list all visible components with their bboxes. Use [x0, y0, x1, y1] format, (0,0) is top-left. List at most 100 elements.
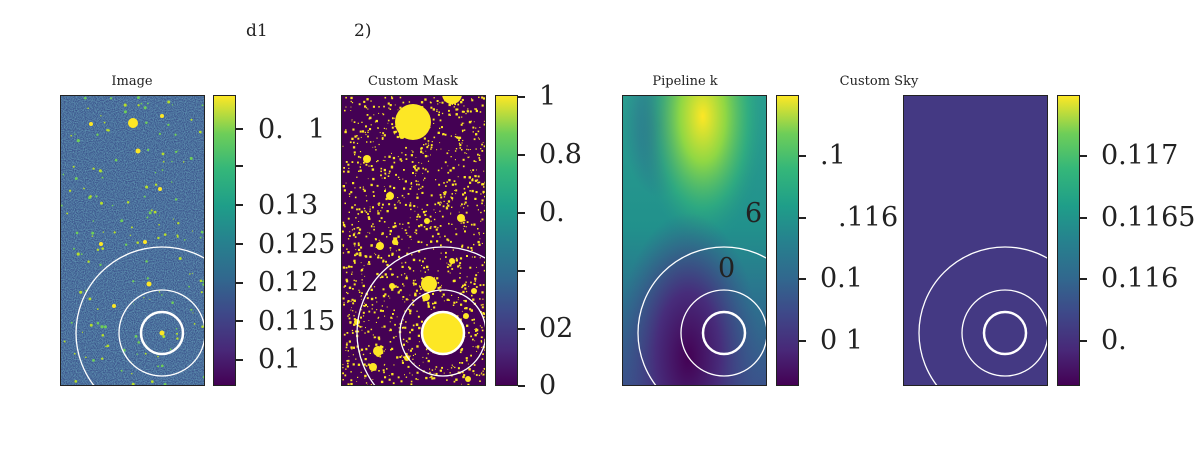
mask-speckle: [345, 129, 347, 131]
mask-speckle: [437, 270, 439, 272]
mask-speckle: [448, 103, 451, 107]
mask-speckle: [428, 160, 430, 162]
image-cbar-tickmark: [236, 282, 243, 284]
mask-speckle: [439, 225, 442, 227]
image-star: [106, 344, 110, 348]
mask-speckle: [346, 360, 349, 362]
image-star: [132, 280, 135, 283]
mask-speckle: [394, 323, 396, 326]
mask-speckle: [374, 121, 376, 123]
image-star: [175, 327, 178, 330]
mask-speckle: [453, 262, 455, 264]
image-star: [167, 100, 171, 104]
mask-speckle: [360, 163, 362, 165]
mask-speckle: [411, 374, 413, 376]
mask-speckle: [415, 229, 418, 232]
mask-speckle: [420, 187, 422, 189]
mask-speckle: [440, 202, 442, 204]
mask-speckle: [437, 201, 440, 205]
mask-speckle: [354, 196, 357, 199]
sky-cbar-tick-label: 0.117: [1101, 140, 1179, 171]
mask-speckle: [423, 266, 426, 269]
mask-speckle: [392, 336, 395, 339]
mask-speckle: [362, 186, 364, 188]
mask-cbar-tickmark: [518, 328, 525, 330]
mask-speckle: [401, 355, 403, 357]
image-star: [83, 96, 87, 100]
mask-speckle: [347, 301, 349, 303]
mask-speckle: [389, 230, 391, 232]
image-star: [113, 231, 116, 234]
mask-speckle: [425, 228, 428, 231]
mask-central-source: [422, 312, 464, 354]
mask-speckle: [386, 210, 389, 213]
mask-speckle: [447, 270, 450, 273]
image-star: [167, 123, 170, 127]
image-star: [202, 283, 204, 286]
mask-speckle: [447, 263, 450, 266]
mask-speckle: [483, 123, 485, 126]
mask-speckle: [468, 120, 472, 124]
mask-speckle: [355, 249, 357, 251]
mask-speckle: [447, 239, 450, 242]
image-star: [63, 340, 66, 343]
mask-speckle: [370, 328, 373, 331]
mask-speckle: [395, 237, 398, 240]
mask-speckle: [364, 131, 366, 134]
mask-speckle: [418, 259, 421, 262]
mask-speckle: [477, 181, 479, 184]
mask-speckle: [378, 143, 380, 146]
mask-speckle: [416, 345, 419, 348]
mask-cbar-tick-label: 0.: [539, 197, 565, 228]
mask-speckle: [397, 376, 400, 379]
mask-speckle: [475, 191, 478, 194]
mask-speckle: [482, 142, 484, 143]
mask-speckle: [458, 116, 461, 119]
mask-speckle: [437, 282, 440, 284]
mask-speckle: [470, 335, 472, 338]
mask-speckle: [474, 175, 475, 177]
mask-speckle: [389, 233, 391, 235]
mask-speckle: [422, 356, 424, 358]
mask-speckle: [460, 205, 462, 207]
mask-speckle: [417, 180, 419, 182]
image-star: [183, 239, 186, 241]
mask-speckle: [381, 233, 383, 236]
mask-speckle: [372, 105, 375, 108]
mask-cbar-tick-label: 0: [539, 370, 557, 401]
mask-speckle: [367, 216, 370, 219]
mask-speckle: [347, 170, 350, 173]
mask-speckle: [367, 363, 370, 366]
mask-speckle: [433, 209, 435, 211]
mask-speckle: [466, 145, 468, 147]
mask-speckle: [376, 309, 378, 311]
mask-speckle: [464, 299, 467, 303]
mask-speckle: [462, 158, 465, 161]
image-star: [62, 173, 65, 176]
mask-speckle: [448, 179, 451, 182]
mask-speckle: [453, 180, 456, 183]
mask-speckle: [363, 189, 366, 192]
mask-speckle: [350, 110, 352, 111]
image-star: [89, 323, 93, 327]
mask-speckle: [417, 213, 420, 216]
mask-cbar-tickmark: [518, 385, 525, 387]
mask-speckle: [481, 199, 484, 202]
image-star: [176, 337, 179, 340]
mask-speckle: [401, 361, 404, 364]
mask-speckle: [450, 212, 452, 214]
image-star: [200, 291, 203, 294]
mask-speckle: [446, 152, 449, 155]
mask-speckle: [430, 194, 433, 197]
mask-speckle: [477, 240, 480, 244]
mask-speckle: [467, 363, 469, 365]
mask-speckle: [478, 159, 481, 161]
mask-speckle: [370, 165, 373, 167]
mask-speckle: [461, 110, 464, 113]
mask-speckle: [469, 190, 471, 192]
mask-speckle: [389, 297, 391, 299]
mask-speckle: [465, 290, 468, 293]
mask-speckle: [443, 182, 445, 184]
mask-speckle: [439, 286, 442, 289]
mask-speckle: [391, 252, 394, 255]
